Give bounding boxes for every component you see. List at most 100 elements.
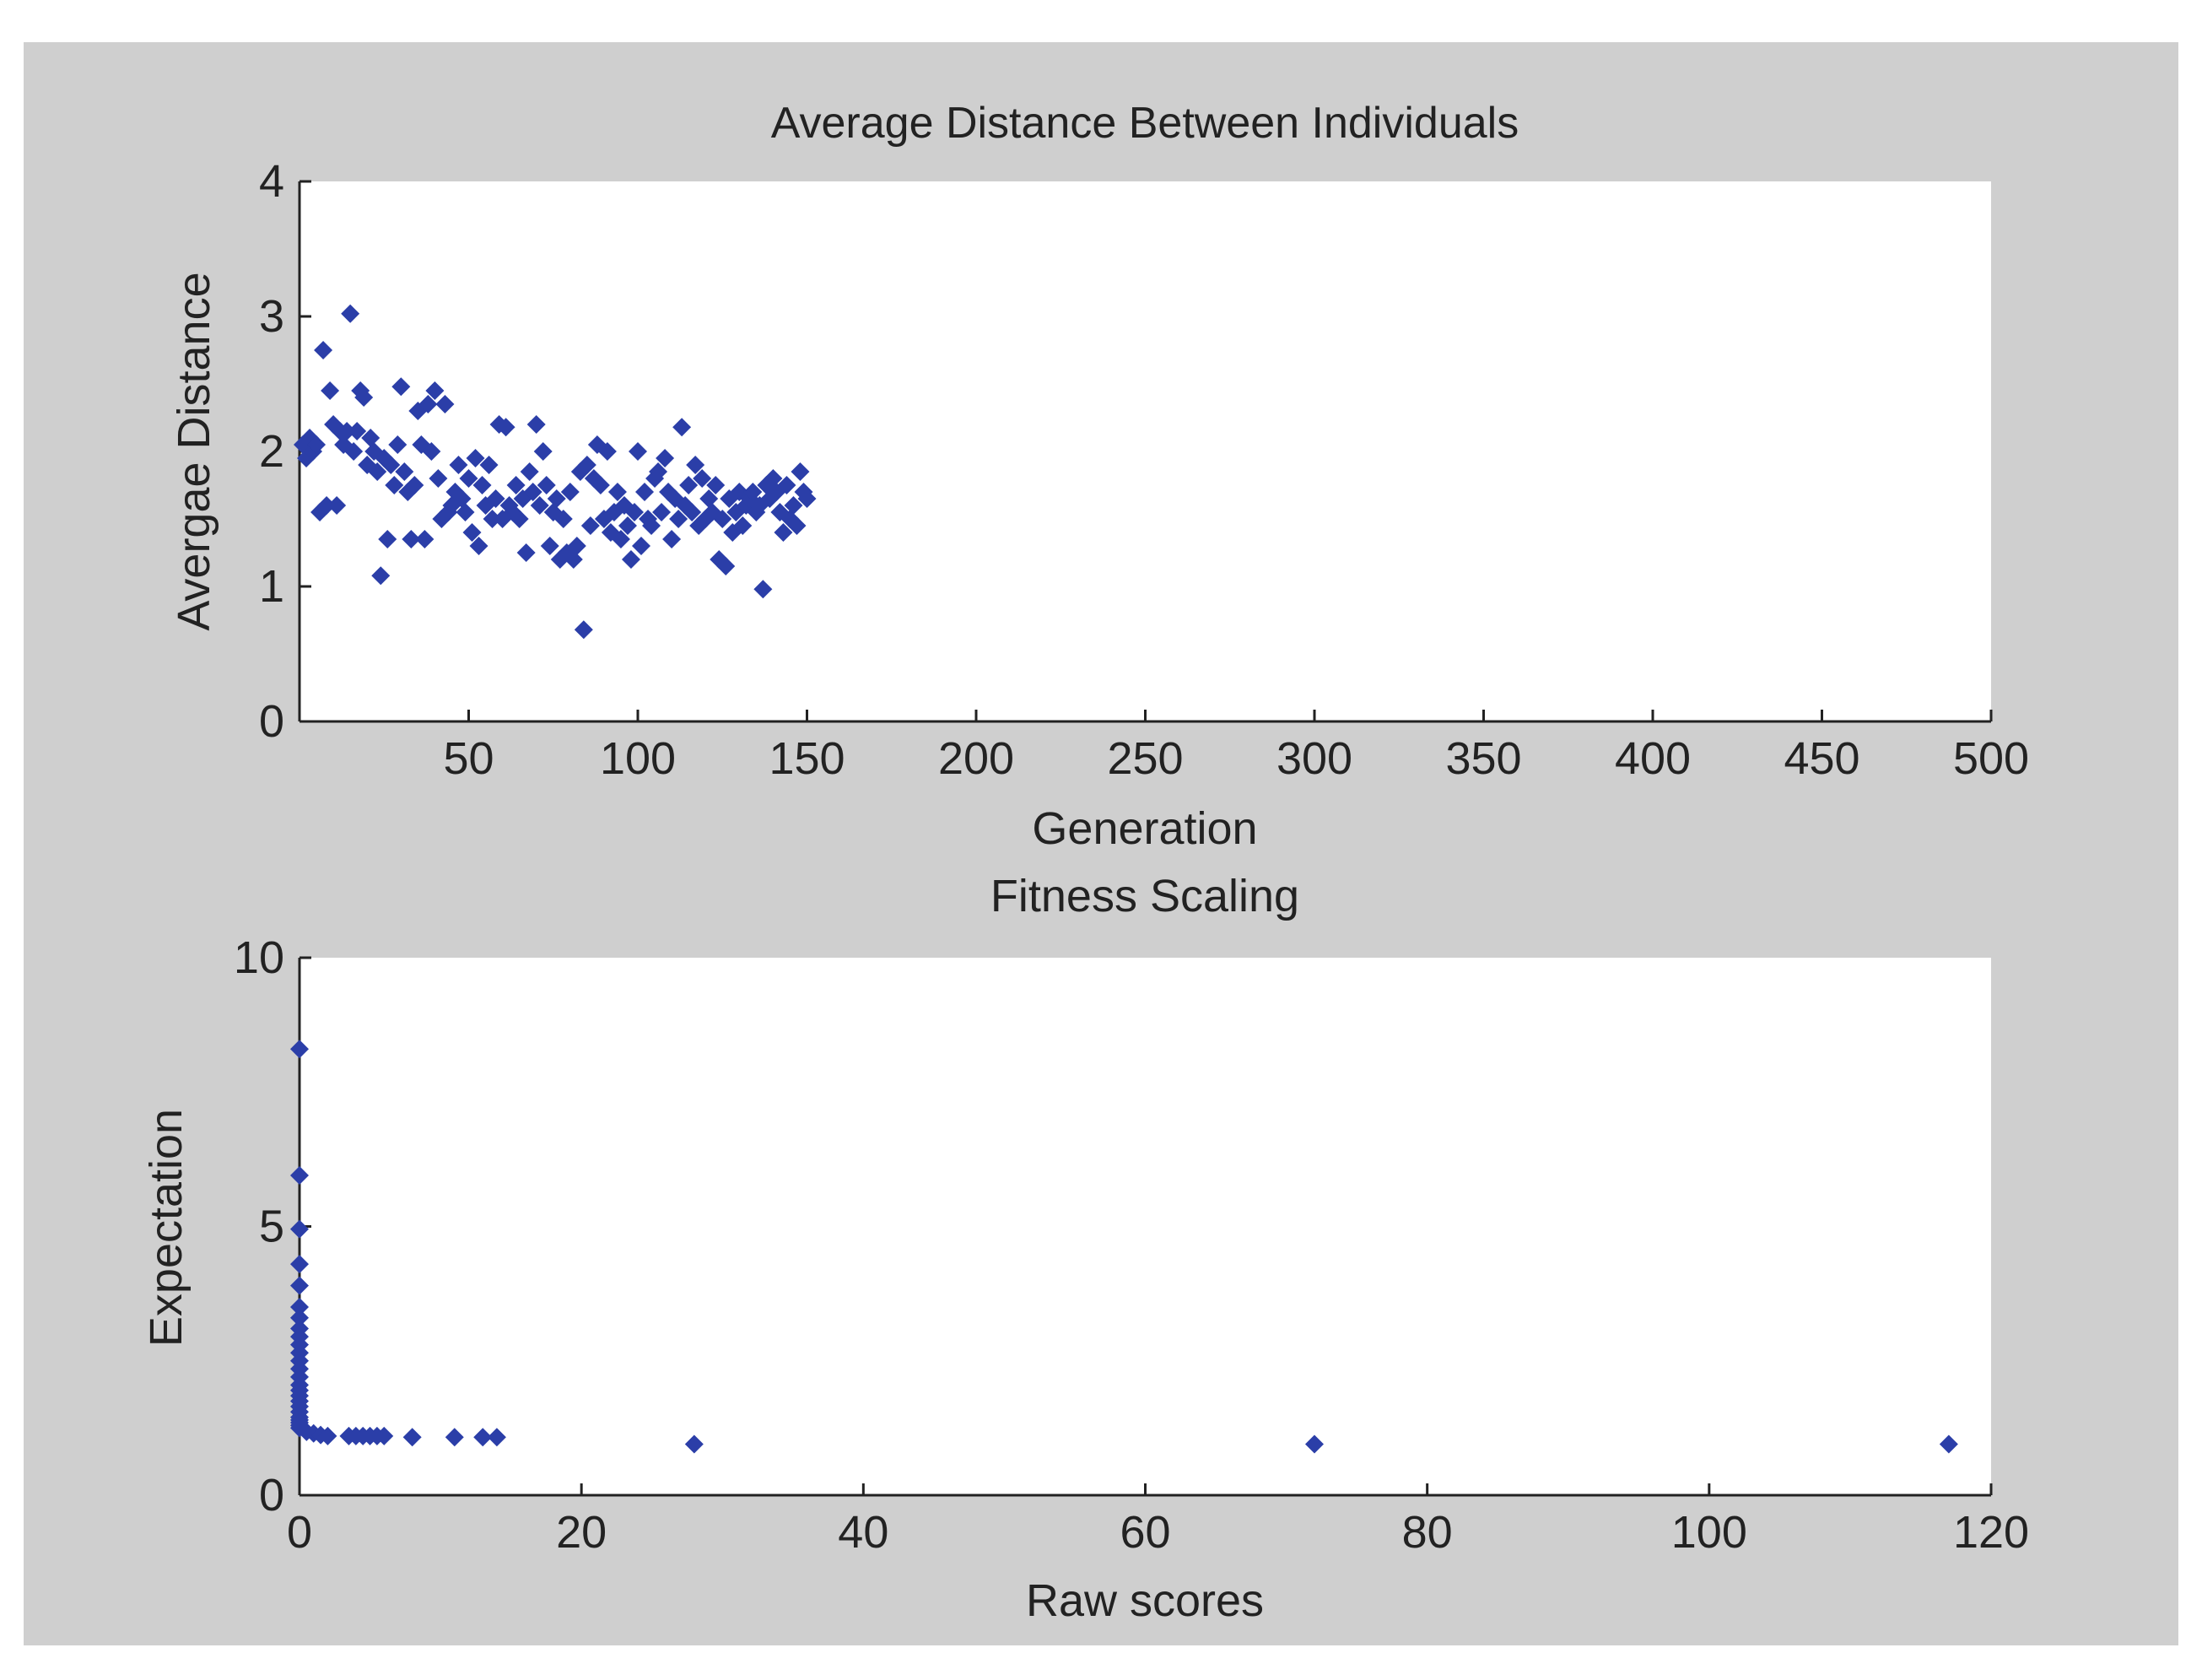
data-point — [530, 496, 549, 515]
ticks-fitness-scaling: 0 20 40 60 80 100 120 0 5 10 — [234, 932, 2029, 1558]
data-point — [699, 489, 719, 508]
data-point — [361, 429, 380, 447]
x-tick-label: 350 — [1445, 733, 1521, 784]
x-tick-label: 80 — [1402, 1507, 1453, 1558]
data-point — [321, 381, 340, 400]
data-point — [679, 476, 699, 494]
data-point — [314, 341, 333, 359]
data-point — [652, 503, 672, 521]
x-tick-label: 100 — [1671, 1507, 1747, 1558]
axes-fitness-scaling — [300, 958, 1991, 1495]
data-point — [402, 1428, 422, 1447]
x-tick-label: 450 — [1784, 733, 1859, 784]
data-point — [395, 462, 414, 481]
data-point — [510, 510, 529, 528]
data-point — [540, 537, 559, 555]
data-point — [574, 620, 593, 640]
x-tick-label: 500 — [1953, 733, 2029, 784]
data-point — [290, 1308, 309, 1327]
data-point — [618, 516, 637, 535]
data-point — [290, 1255, 309, 1274]
data-point — [567, 537, 586, 555]
data-point — [479, 456, 499, 474]
data-point — [706, 476, 726, 494]
y-axis-label-avergae-distance: Avergae Distance — [169, 272, 219, 630]
data-point — [435, 395, 455, 413]
data-point — [445, 1428, 464, 1447]
data-point — [1939, 1434, 1958, 1454]
data-point — [523, 483, 542, 501]
data-point — [375, 1426, 394, 1445]
data-point — [733, 516, 753, 535]
data-point — [683, 503, 702, 521]
data-point — [713, 510, 732, 528]
data-point — [764, 469, 783, 488]
data-point — [533, 442, 553, 461]
data-point — [462, 523, 482, 542]
data-point — [753, 580, 773, 599]
data-point — [629, 442, 647, 461]
x-tick-label: 250 — [1107, 733, 1183, 784]
data-point — [560, 483, 580, 501]
data-point — [649, 462, 668, 481]
data-point — [791, 462, 810, 481]
data-point — [684, 1434, 704, 1454]
data-point — [656, 449, 675, 467]
data-point — [354, 388, 374, 407]
data-point — [693, 469, 712, 488]
y-tick-label: 4 — [259, 156, 284, 207]
data-point — [553, 510, 573, 528]
x-tick-label: 200 — [938, 733, 1014, 784]
x-tick-label: 300 — [1276, 733, 1352, 784]
data-point — [473, 1428, 493, 1447]
data-point — [516, 543, 536, 562]
data-point — [327, 496, 347, 515]
x-axis-label-generation: Generation — [1032, 803, 1257, 854]
data-point — [611, 530, 630, 548]
data-point — [348, 422, 367, 440]
data-point — [496, 418, 515, 437]
ticks-average-distance: 50 100 150 200 250 300 350 400 450 500 0 1 2 3 4 — [259, 156, 2029, 784]
x-tick-label: 60 — [1120, 1507, 1170, 1558]
data-point — [669, 510, 688, 528]
data-point — [564, 550, 583, 569]
data-point — [787, 516, 807, 535]
data-point — [621, 550, 640, 569]
data-point — [635, 483, 655, 501]
x-tick-label: 100 — [600, 733, 676, 784]
data-point — [391, 377, 411, 397]
data-point — [429, 469, 448, 488]
data-point — [591, 476, 610, 494]
data-point — [642, 516, 661, 535]
data-point — [797, 489, 817, 508]
data-point — [526, 415, 546, 434]
data-point — [459, 469, 478, 488]
data-point — [449, 456, 468, 474]
data-point — [577, 456, 596, 474]
data-point — [422, 442, 441, 461]
data-point — [486, 489, 505, 508]
data-point — [425, 381, 445, 400]
data-point — [378, 530, 397, 548]
data-point — [418, 395, 438, 413]
y-tick-label: 2 — [259, 426, 284, 477]
data-point — [520, 462, 539, 481]
y-tick-label: 5 — [259, 1202, 284, 1252]
data-point — [466, 449, 485, 467]
data-point — [318, 1426, 337, 1445]
data-point — [344, 442, 364, 461]
x-axis-label-raw-scores: Raw scores — [1026, 1575, 1264, 1626]
data-point — [290, 1219, 309, 1239]
data-point — [506, 476, 526, 494]
data-point — [337, 422, 357, 440]
data-point — [317, 496, 337, 515]
data-point — [1305, 1434, 1324, 1454]
x-tick-label: 40 — [838, 1507, 888, 1558]
data-point — [307, 435, 327, 454]
plot-average-distance: Average Distance Between Individuals Gen… — [169, 99, 2029, 854]
data-point — [469, 537, 488, 555]
data-point — [607, 483, 627, 501]
data-point — [716, 557, 736, 575]
data-point — [402, 530, 421, 548]
